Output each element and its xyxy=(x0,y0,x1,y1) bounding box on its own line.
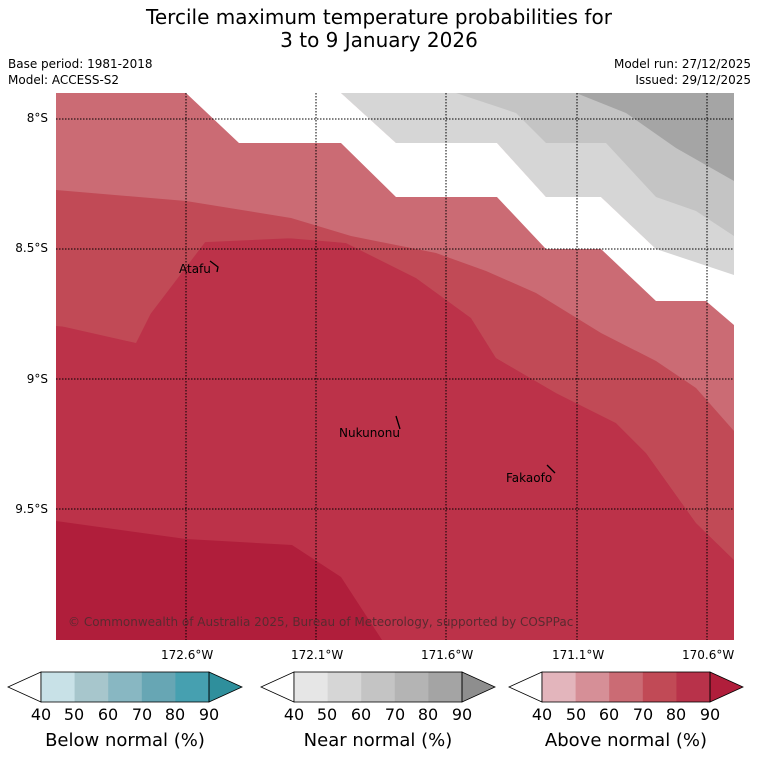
colorbar-below-segment-5 xyxy=(175,672,210,702)
model-run-text: Model run: 27/12/2025 xyxy=(613,57,751,71)
lon-label-171-6w: 171.6°W xyxy=(421,648,474,662)
colorbar-above-segment-5 xyxy=(676,672,711,702)
fakaofo-island-shape xyxy=(546,464,556,474)
cb-near-tick-70: 70 xyxy=(384,705,406,724)
cb-below-tick-80: 80 xyxy=(164,705,186,724)
lon-label-172-6w: 172.6°W xyxy=(161,648,214,662)
colorbar-below-segment-1 xyxy=(41,672,76,702)
place-fakaofo: Fakaofo xyxy=(506,471,552,485)
cb-below-tick-50: 50 xyxy=(63,705,85,724)
colorbar-above-segment-4 xyxy=(642,672,677,702)
colorbar-above-outline xyxy=(541,671,711,703)
lon-label-171-1w: 171.1°W xyxy=(552,648,605,662)
colorbar-near-segment-1 xyxy=(294,672,329,702)
base-period-text: Base period: 1981-2018 xyxy=(8,57,153,71)
copyright-text: © Commonwealth of Australia 2025, Bureau… xyxy=(68,615,573,629)
colorbar-below-label: Below normal (%) xyxy=(45,730,205,751)
cb-above-tick-70: 70 xyxy=(632,705,654,724)
map-title-line2: 3 to 9 January 2026 xyxy=(280,28,478,52)
nukunonu-island-shape xyxy=(395,415,401,430)
band-white-2 xyxy=(186,93,734,325)
place-atafu: Atafu xyxy=(179,262,211,276)
lon-label-170-6w: 170.6°W xyxy=(682,648,735,662)
probability-map: Atafu Nukunonu Fakaofo © Commonwealth of… xyxy=(56,93,734,640)
band-near-60 xyxy=(576,93,734,181)
colorbar-above-label: Above normal (%) xyxy=(544,730,708,751)
cb-above-tick-60: 60 xyxy=(598,705,620,724)
cb-near-tick-60: 60 xyxy=(350,705,372,724)
colorbar-near-label: Near normal (%) xyxy=(303,730,453,751)
cb-below-tick-60: 60 xyxy=(97,705,119,724)
colorbar-above-segment-2 xyxy=(575,672,610,702)
lat-label-9-5s: 9.5°S xyxy=(15,502,48,516)
cb-above-tick-80: 80 xyxy=(665,705,687,724)
colorbar-below-segment-3 xyxy=(108,672,143,702)
colorbar-near xyxy=(260,671,496,703)
colorbar-near-outline xyxy=(293,671,463,703)
map-gridlines xyxy=(56,93,734,640)
map-title-line1: Tercile maximum temperature probabilitie… xyxy=(146,5,612,29)
lat-label-8-5s: 8.5°S xyxy=(15,241,48,255)
cb-near-tick-50: 50 xyxy=(316,705,338,724)
model-text: Model: ACCESS-S2 xyxy=(8,73,120,87)
colorbar-above-segment-3 xyxy=(609,672,644,702)
cb-near-tick-80: 80 xyxy=(417,705,439,724)
colorbar-near-low-tip xyxy=(260,671,295,703)
colorbar-below-high-tip xyxy=(208,671,243,703)
colorbar-near-high-tip xyxy=(461,671,496,703)
cb-near-tick-90: 90 xyxy=(451,705,473,724)
colorbar-below-segment-4 xyxy=(141,672,176,702)
lon-label-172-1w: 172.1°W xyxy=(291,648,344,662)
cb-below-tick-90: 90 xyxy=(198,705,220,724)
cb-above-tick-50: 50 xyxy=(565,705,587,724)
colorbar-below-segment-2 xyxy=(74,672,109,702)
cb-near-tick-40: 40 xyxy=(283,705,305,724)
lat-label-8s: 8°S xyxy=(26,111,48,125)
place-nukunonu: Nukunonu xyxy=(339,426,400,440)
colorbar-above-high-tip xyxy=(709,671,744,703)
colorbars xyxy=(7,671,744,703)
cb-above-tick-90: 90 xyxy=(699,705,721,724)
colorbar-above-segment-1 xyxy=(542,672,577,702)
colorbar-near-segment-4 xyxy=(394,672,429,702)
cb-below-tick-40: 40 xyxy=(30,705,52,724)
colorbar-below xyxy=(7,671,243,703)
cb-below-tick-70: 70 xyxy=(131,705,153,724)
colorbar-above xyxy=(508,671,744,703)
colorbar-below-outline xyxy=(40,671,210,703)
atafu-island-shape xyxy=(209,260,219,273)
colorbar-near-segment-5 xyxy=(428,672,463,702)
colorbar-near-segment-3 xyxy=(361,672,396,702)
cb-above-tick-40: 40 xyxy=(531,705,553,724)
lat-label-9s: 9°S xyxy=(26,372,48,386)
colorbar-below-low-tip xyxy=(7,671,42,703)
colorbar-near-segment-2 xyxy=(327,672,362,702)
colorbar-above-low-tip xyxy=(508,671,543,703)
issued-text: Issued: 29/12/2025 xyxy=(635,73,751,87)
